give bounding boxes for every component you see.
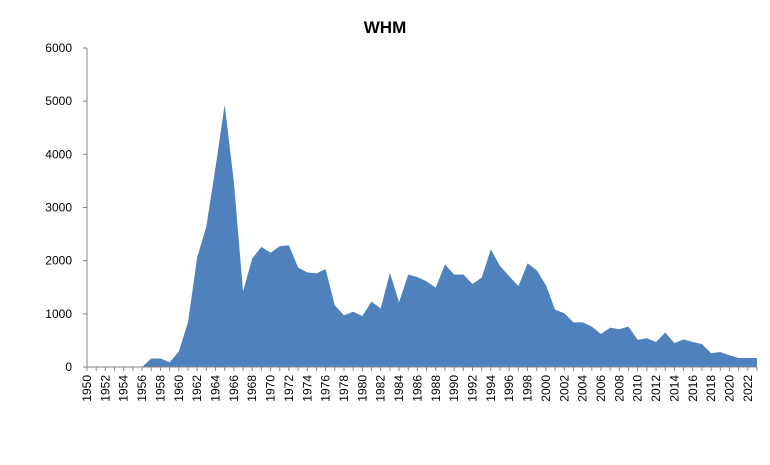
x-axis: 1950 1952 1954 1956 1958 1960 1962 1964 1966 1968… [80, 366, 758, 402]
chart-title: WHM [363, 18, 407, 37]
x-tick-label: 1990 [447, 375, 461, 402]
x-tick-label: 2020 [722, 375, 736, 402]
x-tick-label: 1980 [355, 375, 369, 402]
x-tick-label: 1956 [135, 375, 149, 402]
x-tick-label: 2022 [741, 375, 755, 402]
x-tick-label: 1996 [502, 375, 516, 402]
x-tick-label: 2016 [686, 375, 700, 402]
y-tick-label: 3000 [45, 201, 72, 215]
x-tick-label: 1960 [172, 375, 186, 402]
x-tick-label: 1976 [319, 375, 333, 402]
x-tick-label: 1972 [282, 375, 296, 402]
x-tick-label: 1994 [484, 375, 498, 402]
x-tick-label: 1968 [245, 375, 259, 402]
x-tick-label: 1982 [374, 375, 388, 402]
x-tick-label: 1970 [264, 375, 278, 402]
y-tick-label: 2000 [45, 254, 72, 268]
x-tick-label: 2012 [649, 375, 663, 402]
x-tick-label: 1958 [153, 375, 167, 402]
x-tick-label: 1954 [117, 375, 131, 402]
area-series [87, 104, 757, 367]
y-tick-label: 1000 [45, 307, 72, 321]
x-tick-label: 1992 [465, 375, 479, 402]
x-tick-label: 1984 [392, 375, 406, 402]
x-tick-label: 1966 [227, 375, 241, 402]
x-tick-label: 1950 [80, 375, 94, 402]
y-tick-label: 5000 [45, 94, 72, 108]
x-tick-label: 2008 [612, 375, 626, 402]
y-axis: 0 1000 2000 3000 4000 5000 6000 [45, 41, 88, 374]
x-tick-label: 2004 [576, 375, 590, 402]
y-tick-label: 4000 [45, 147, 72, 161]
x-tick-label: 2018 [704, 375, 718, 402]
x-tick-label: 1998 [521, 375, 535, 402]
x-tick-label: 1986 [410, 375, 424, 402]
x-tick-label: 1964 [208, 375, 222, 402]
x-tick-label: 2014 [667, 375, 681, 402]
x-tick-label: 1974 [300, 375, 314, 402]
x-tick-label: 2006 [594, 375, 608, 402]
x-tick-label: 1952 [98, 375, 112, 402]
x-tick-label: 1978 [337, 375, 351, 402]
x-tick-label: 2002 [557, 375, 571, 402]
x-tick-label: 1962 [190, 375, 204, 402]
y-tick-label: 6000 [45, 41, 72, 55]
x-tick-label: 2000 [539, 375, 553, 402]
y-tick-label: 0 [65, 360, 72, 374]
plot-area [87, 104, 757, 367]
x-tick-label: 1988 [429, 375, 443, 402]
x-tick-label: 2010 [631, 375, 645, 402]
